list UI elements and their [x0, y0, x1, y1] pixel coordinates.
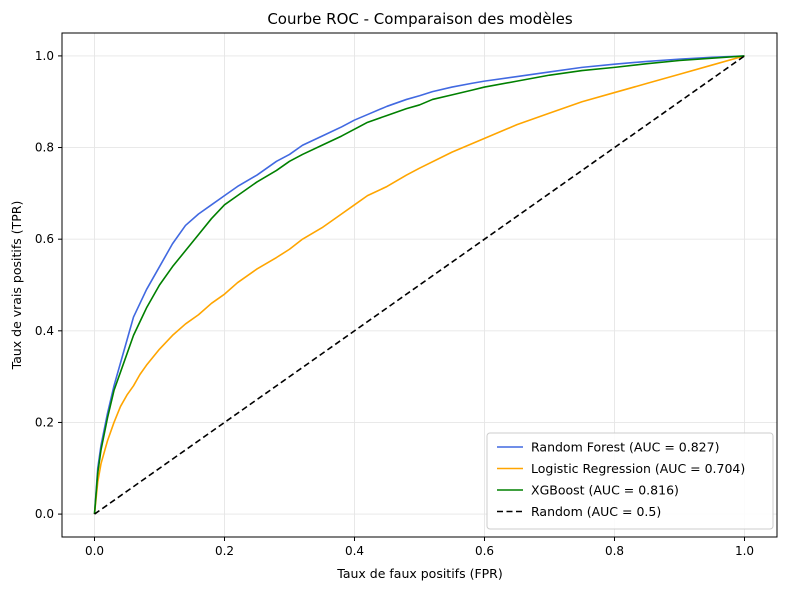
random-forest-line: [93, 55, 745, 515]
y-axis-label: Taux de vrais positifs (TPR): [9, 201, 24, 371]
x-tick-label: 0.4: [345, 544, 364, 558]
grid: [62, 33, 777, 537]
x-axis-label: Taux de faux positifs (FPR): [336, 566, 502, 581]
legend-xgboost-label: XGBoost (AUC = 0.816): [531, 483, 679, 498]
legend-logistic-regression-label: Logistic Regression (AUC = 0.704): [531, 461, 745, 476]
x-tick-label: 0.8: [605, 544, 624, 558]
x-tick-label: 1.0: [735, 544, 754, 558]
y-tick-label: 0.8: [35, 141, 54, 155]
legend-random-label: Random (AUC = 0.5): [531, 504, 661, 519]
x-tick-label: 0.0: [85, 544, 104, 558]
legend: Random Forest (AUC = 0.827) Logistic Regr…: [486, 432, 774, 530]
x-tick-label: 0.2: [215, 544, 234, 558]
legend-box: [486, 432, 774, 530]
chart-title: Courbe ROC - Comparaison des modèles: [267, 10, 573, 28]
ticks: 0.0 0.2 0.4 0.6 0.8 1.0 0.0 0.2 0.4 0.6 0.8 1.0: [35, 49, 754, 558]
y-tick-label: 0.2: [35, 415, 54, 429]
legend-random-forest-label: Random Forest (AUC = 0.827): [531, 440, 719, 455]
logistic-regression-line: [93, 55, 745, 515]
y-tick-label: 1.0: [35, 49, 54, 63]
plot-frame: [61, 32, 778, 538]
y-tick-label: 0.4: [35, 324, 54, 338]
y-tick-label: 0.6: [35, 232, 54, 246]
xgboost-line: [93, 55, 745, 515]
y-tick-label: 0.0: [35, 507, 54, 521]
x-tick-label: 0.6: [475, 544, 494, 558]
series-layer: [93, 55, 745, 515]
